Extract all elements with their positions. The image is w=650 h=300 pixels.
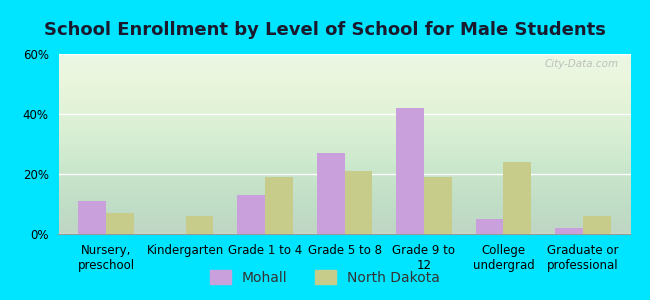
- Bar: [424, 177, 452, 234]
- Bar: [555, 228, 583, 234]
- Bar: [317, 153, 345, 234]
- Bar: [186, 216, 213, 234]
- Bar: [396, 108, 424, 234]
- Bar: [344, 171, 372, 234]
- Text: City-Data.com: City-Data.com: [545, 59, 619, 69]
- Bar: [237, 195, 265, 234]
- Text: School Enrollment by Level of School for Male Students: School Enrollment by Level of School for…: [44, 21, 606, 39]
- Bar: [476, 219, 503, 234]
- Legend: Mohall, North Dakota: Mohall, North Dakota: [204, 264, 446, 290]
- Bar: [79, 201, 106, 234]
- Bar: [265, 177, 293, 234]
- Bar: [106, 213, 134, 234]
- Bar: [503, 162, 531, 234]
- Bar: [583, 216, 610, 234]
